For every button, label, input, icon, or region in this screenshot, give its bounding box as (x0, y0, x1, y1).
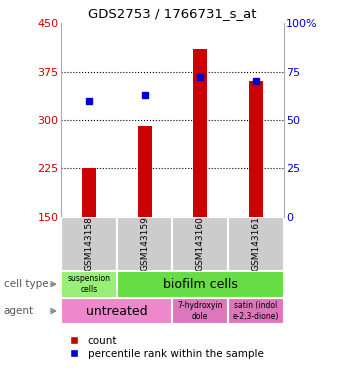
Text: untreated: untreated (86, 305, 148, 318)
Text: 7-hydroxyin
dole: 7-hydroxyin dole (177, 301, 223, 321)
Text: GSM143158: GSM143158 (85, 217, 93, 271)
Text: GSM143159: GSM143159 (140, 217, 149, 271)
Text: GSM143160: GSM143160 (196, 217, 205, 271)
Bar (138, 126, 152, 217)
Text: GSM143161: GSM143161 (251, 217, 260, 271)
Text: satin (indol
e-2,3-dione): satin (indol e-2,3-dione) (232, 301, 279, 321)
Bar (193, 49, 207, 217)
Bar (61, 217, 117, 271)
Bar (249, 81, 262, 217)
Bar (228, 298, 284, 324)
Bar (117, 271, 284, 298)
Bar (228, 217, 284, 271)
Legend: count, percentile rank within the sample: count, percentile rank within the sample (60, 332, 268, 363)
Text: suspension
cells: suspension cells (68, 275, 111, 294)
Bar (117, 217, 172, 271)
Bar (172, 217, 228, 271)
Title: GDS2753 / 1766731_s_at: GDS2753 / 1766731_s_at (88, 7, 257, 20)
Text: biofilm cells: biofilm cells (163, 278, 238, 291)
Bar (61, 298, 172, 324)
Text: agent: agent (4, 306, 34, 316)
Bar (82, 169, 96, 217)
Text: cell type: cell type (4, 279, 48, 289)
Bar (172, 298, 228, 324)
Bar (61, 271, 117, 298)
